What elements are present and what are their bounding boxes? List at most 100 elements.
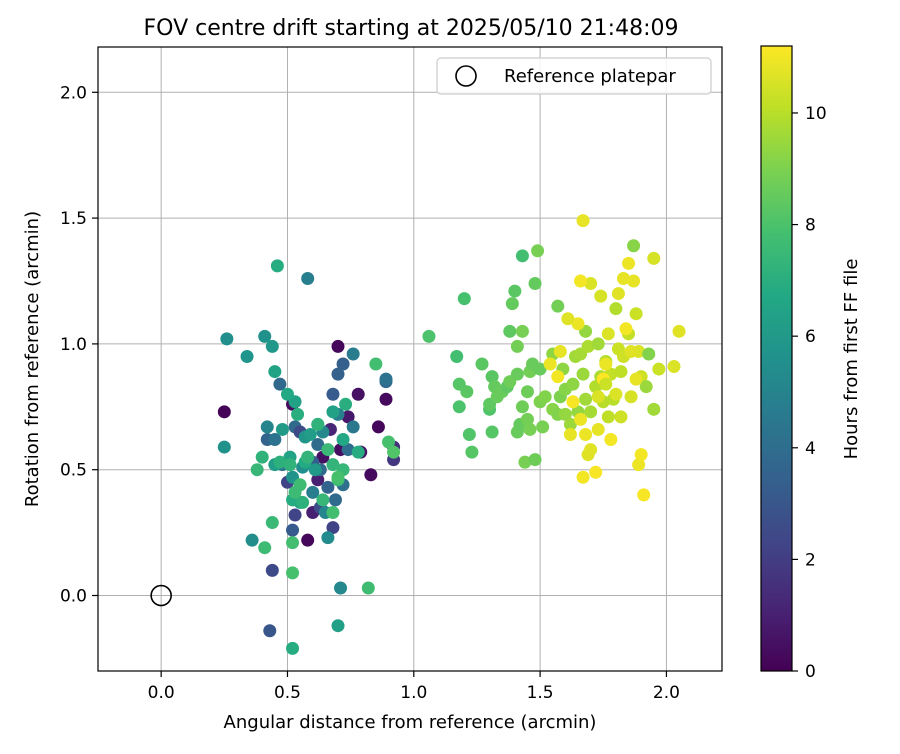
data-point [599,377,613,391]
colorbar-tick-label: 4 [805,439,816,459]
data-point [536,420,550,434]
data-point [523,422,537,436]
chart-title: FOV centre drift starting at 2025/05/10 … [144,16,679,41]
data-point [576,367,590,381]
data-point [321,531,335,545]
data-point [336,433,350,447]
data-point [301,271,315,285]
data-point [647,402,661,416]
data-point [258,541,272,555]
data-point [326,521,340,535]
data-point [379,372,393,386]
data-point [579,427,593,441]
data-point [301,533,315,547]
data-point [450,349,464,363]
data-point [331,619,345,633]
data-point [334,581,348,595]
data-points [217,214,686,655]
data-point [558,407,572,421]
data-point [351,445,365,459]
colorbar-tick-label: 8 [805,216,816,236]
x-tick-label: 0.5 [274,683,301,703]
data-point [316,493,330,507]
data-point [515,400,529,414]
data-point [265,339,279,353]
data-point [286,536,300,550]
data-point [614,410,628,424]
data-point [301,450,315,464]
data-point [566,377,580,391]
data-point [361,581,375,595]
colorbar-tick-label: 10 [805,104,827,124]
x-tick-label: 0.0 [148,683,175,703]
data-point [619,322,633,336]
data-point [609,387,623,401]
data-point [629,372,643,386]
data-point [283,458,297,472]
data-point [280,387,294,401]
data-point [331,339,345,353]
data-point [346,347,360,361]
data-point [288,508,302,522]
data-point [551,370,565,384]
data-point [485,425,499,439]
data-point [614,365,628,379]
data-point [591,422,605,436]
data-point [629,307,643,321]
data-point [341,443,355,457]
data-point [371,420,385,434]
data-point [515,324,529,338]
data-point [462,427,476,441]
data-point [457,292,471,306]
plot-frame [97,46,723,672]
data-point [561,312,575,326]
data-point [268,433,282,447]
data-point [576,470,590,484]
data-point [452,400,466,414]
data-point [528,277,542,291]
data-point [637,488,651,502]
data-point [533,362,547,376]
data-point [601,410,615,424]
colorbar: 0 2 4 6 8 10 Hours from first FF file [760,45,862,682]
data-point [270,259,284,273]
data-point [520,412,534,426]
data-point [581,339,595,353]
y-tick-label: 0.5 [60,461,87,481]
data-point [240,349,254,363]
data-point [326,405,340,419]
data-point [609,302,623,316]
data-point [286,641,300,655]
data-point [563,427,577,441]
data-point [331,367,345,381]
data-point [503,324,517,338]
data-point [258,329,272,343]
y-tick-label: 0.0 [60,587,87,607]
data-point [579,392,593,406]
data-point [574,412,588,426]
data-point [601,327,615,341]
data-point [591,390,605,404]
y-axis-label: Rotation from reference (arcmin) [22,211,43,507]
y-tick-label: 1.5 [60,209,87,229]
data-point [515,249,529,263]
data-point [563,417,577,431]
data-point [465,445,479,459]
data-point [331,470,345,484]
x-axis-label: Angular distance from reference (arcmin) [224,712,597,733]
reference-marker [150,584,172,607]
data-point [321,480,335,494]
legend-box [436,57,712,95]
x-tick-label: 1.5 [527,683,554,703]
data-point [308,463,322,477]
data-point [604,433,618,447]
data-point [616,271,630,285]
data-point [571,317,585,331]
data-point [303,427,317,441]
data-point [510,339,524,353]
data-point [364,468,378,482]
data-point [652,362,666,376]
data-point [566,395,580,409]
